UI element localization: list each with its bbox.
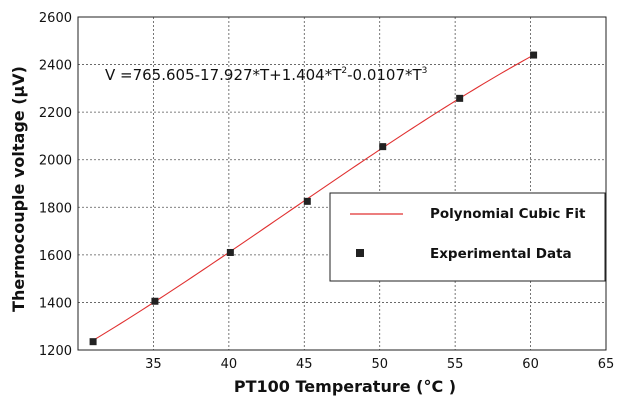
y-tick-label: 2200 <box>39 106 72 121</box>
y-tick-label: 1800 <box>39 201 72 216</box>
data-point <box>226 248 234 256</box>
x-tick-label: 35 <box>145 357 162 372</box>
x-tick-label: 65 <box>598 357 615 372</box>
x-axis-title: PT100 Temperature (°C ) <box>234 377 456 396</box>
x-tick-labels: 35 40 45 50 55 60 65 <box>145 357 614 372</box>
legend-data-label: Experimental Data <box>430 246 572 262</box>
y-tick-label: 2400 <box>39 59 72 74</box>
y-tick-label: 2000 <box>39 154 72 169</box>
data-point <box>379 143 387 151</box>
x-tick-label: 40 <box>221 357 238 372</box>
x-tick-label: 55 <box>447 357 464 372</box>
data-point <box>89 338 97 346</box>
fit-equation: V =765.605-17.927*T+1.404*T2-0.0107*T3 <box>105 66 427 84</box>
y-tick-labels: 1200 1400 1600 1800 2000 2200 2400 2600 <box>39 11 72 359</box>
y-tick-label: 2600 <box>39 11 72 26</box>
data-point <box>530 51 538 59</box>
y-tick-label: 1400 <box>39 296 72 311</box>
legend: Polynomial Cubic Fit Experimental Data <box>329 192 606 282</box>
legend-box <box>329 192 606 282</box>
y-axis-title: Thermocouple voltage (µV) <box>9 66 28 312</box>
x-tick-label: 45 <box>296 357 313 372</box>
data-points <box>89 51 538 346</box>
y-tick-label: 1600 <box>39 249 72 264</box>
x-tick-label: 60 <box>522 357 539 372</box>
y-tick-label: 1200 <box>39 344 72 359</box>
plot-frame <box>77 16 607 351</box>
legend-fit-label: Polynomial Cubic Fit <box>430 206 586 222</box>
data-point <box>303 197 311 205</box>
data-point <box>456 94 464 102</box>
legend-data-swatch <box>356 249 364 257</box>
x-tick-label: 50 <box>371 357 388 372</box>
data-point <box>151 297 159 305</box>
